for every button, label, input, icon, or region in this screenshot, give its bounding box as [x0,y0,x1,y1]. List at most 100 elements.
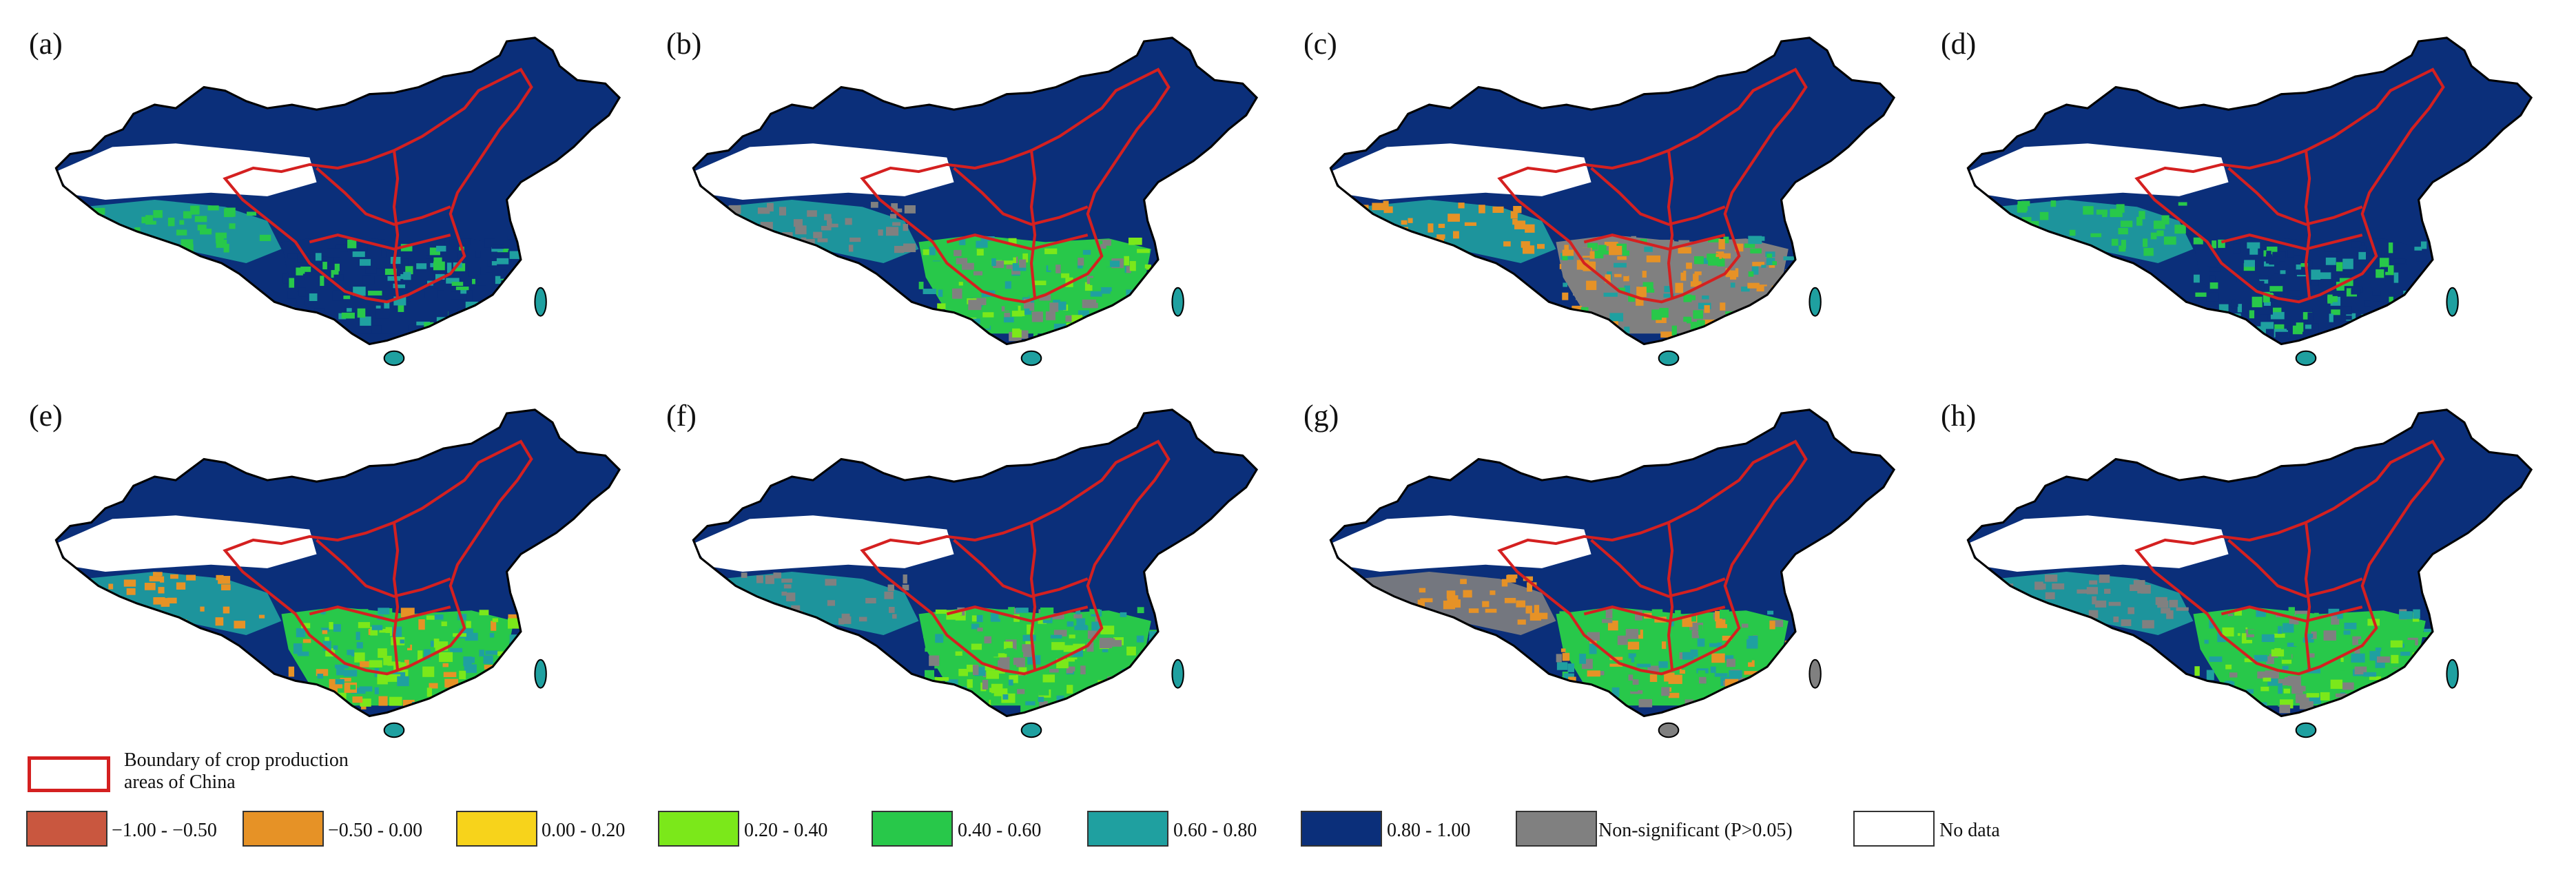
map-pixel [1068,702,1079,707]
map-pixel [464,321,470,330]
map-pixel [1642,324,1656,333]
map-pixel [1628,293,1635,302]
map-pixel [1780,673,1793,684]
map-pixel [1556,662,1568,670]
map-pixel [2229,672,2238,678]
map-pixel [1757,314,1771,319]
map-pixel [1598,703,1607,713]
map-pixel [443,672,457,678]
map-pixel [2218,239,2225,248]
map-pixel [317,674,324,679]
map-pixel [153,614,158,621]
crop-area-boundary [2227,167,2363,226]
map-pixel [2294,637,2302,647]
map-pixel [1004,312,1011,321]
map-pixel [455,320,464,329]
map-pixel [327,695,333,703]
map-pixel [1783,256,1795,260]
crop-area-boundary [1497,439,1808,676]
map-pixel [1748,271,1754,277]
map-panel-g: (g) [1288,386,1922,758]
map-pixel [422,666,435,677]
map-pixel [2382,685,2394,691]
map-pixel [1662,625,1669,632]
map-pixel [2136,216,2143,226]
crop-area-boundary [316,539,451,598]
map-pixel [936,704,946,714]
map-pixel [1485,608,1497,613]
map-pixel [2266,656,2274,664]
map-pixel [937,318,951,325]
map-pixel [746,619,752,625]
map-pixel [2300,685,2306,692]
map-pixel [336,296,351,300]
map-pixel [732,612,743,617]
map-pixel [1049,333,1055,342]
hainan-island [1658,350,1680,366]
map-pixel [465,632,478,641]
map-pixel [1142,324,1149,330]
map-pixel [897,208,903,213]
map-pixel [486,272,493,282]
map-pixel [2274,324,2285,329]
crop-area-boundary [2134,68,2445,304]
map-pixel [2229,694,2236,705]
map-pixel [1460,579,1467,584]
map-pixel [887,584,894,592]
map-pixel [1016,608,1029,613]
map-pixel [62,596,70,603]
map-pixel [1720,302,1726,311]
map-pixel [1766,258,1775,265]
map-pixel [2263,302,2271,309]
map-pixel [511,669,524,676]
map-pixel [356,632,360,641]
map-pixel [2390,640,2403,648]
map-pixel [1647,665,1660,672]
map-pixel [1004,281,1011,289]
map-pixel [505,301,516,306]
map-pixel [1076,618,1086,626]
map-pixel [466,290,473,300]
map-pixel [335,679,344,685]
map-pixel [331,270,339,278]
map-pixel [817,238,828,242]
map-pixel [959,701,972,707]
map-pixel [1642,270,1647,278]
map-pixel [793,219,803,227]
map-pixel [2381,333,2387,344]
map-pixel [418,619,425,630]
map-pixel [324,636,329,645]
map-pixel [400,608,415,618]
map-pixel [504,701,511,706]
map-pixel [296,300,305,304]
map-pixel [145,220,156,225]
map-pixel [2364,300,2371,307]
map-pixel [2337,612,2343,619]
map-pixel [2290,296,2301,302]
map-pixel [2261,634,2275,643]
map-pixel [427,660,437,665]
map-pixel [1633,322,1640,332]
map-pixel [1689,295,1696,300]
map-pixel [991,258,996,267]
map-pixel [2413,242,2418,249]
map-pixel [2344,623,2357,630]
map-pixel [2336,262,2343,271]
map-pixel [2407,698,2418,709]
map-pixel [119,618,129,623]
map-pixel [1137,607,1144,614]
map-pixel [2096,209,2108,215]
map-pixel [1767,610,1774,615]
map-pixel [2243,263,2255,271]
map-pixel [360,259,371,266]
map-pixel [365,267,377,274]
map-pixel [1771,673,1781,680]
legend-swatch-class-5 [872,811,953,847]
map-pixel [1598,245,1607,254]
map-pixel [258,614,265,619]
map-pixel [391,636,405,645]
map-pixel [459,670,466,680]
map-pixel [2267,314,2273,321]
crop-area-boundary [1029,150,1037,299]
map-pixel [1061,273,1070,278]
